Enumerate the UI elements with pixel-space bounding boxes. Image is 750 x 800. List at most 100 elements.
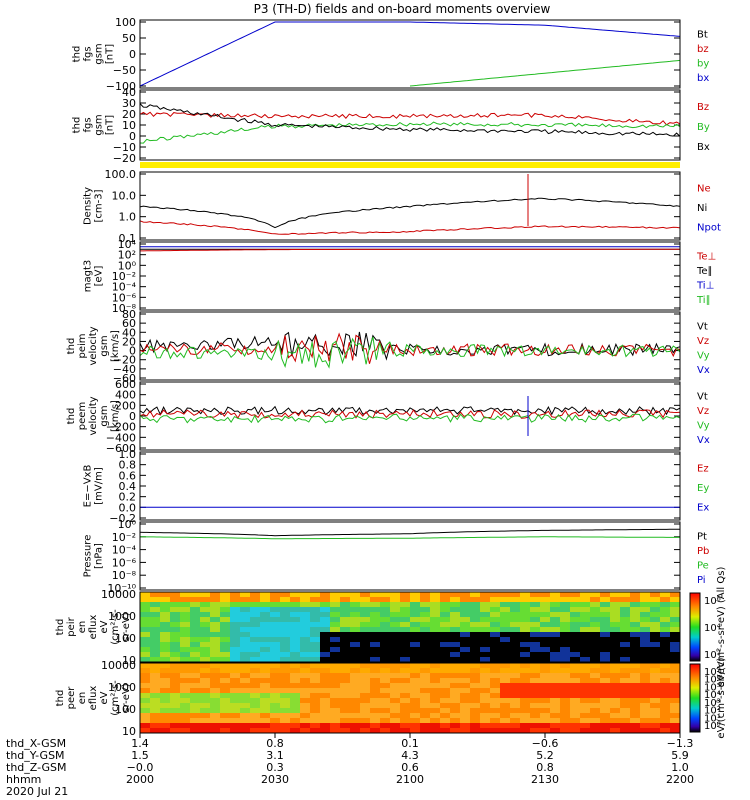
spectrogram-cell xyxy=(330,728,341,733)
spectrogram-cell xyxy=(240,728,251,733)
spectrogram-cell xyxy=(180,602,191,608)
spectrogram-cell xyxy=(340,703,351,709)
spectrogram-cell xyxy=(630,723,641,729)
spectrogram-cell xyxy=(540,592,551,598)
spectrogram-cell xyxy=(240,632,251,638)
spectrogram-cell xyxy=(620,642,631,648)
spectrogram-cell xyxy=(510,713,521,719)
spectrogram-cell xyxy=(310,657,321,662)
spectrogram-cell xyxy=(350,723,361,729)
spectrogram-cell xyxy=(390,703,401,709)
spectrogram-cell xyxy=(240,688,251,694)
spectrogram-cell xyxy=(530,713,541,719)
spectrogram-cell xyxy=(370,627,381,633)
spectrogram-cell xyxy=(210,592,221,598)
spectrogram-cell xyxy=(230,713,241,719)
spectrogram-cell xyxy=(660,607,671,613)
spectrogram-cell xyxy=(630,668,641,674)
spectrogram-cell xyxy=(380,668,391,674)
spectrogram-cell xyxy=(450,642,461,648)
spectrogram-cell xyxy=(620,657,631,662)
spectrogram-cell xyxy=(250,592,261,598)
spectrogram-cell xyxy=(230,632,241,638)
spectrogram-cell xyxy=(520,693,531,699)
spectrogram-cell xyxy=(280,627,291,633)
spectrogram-cell xyxy=(440,683,451,689)
spectrogram-cell xyxy=(230,652,241,658)
spectrogram-cell xyxy=(540,617,551,623)
spectrogram-cell xyxy=(240,663,251,669)
spectrogram-cell xyxy=(240,668,251,674)
spectrogram-cell xyxy=(410,617,421,623)
spectrogram-cell xyxy=(500,718,511,724)
spectrogram-cell xyxy=(590,632,601,638)
spectrogram-cell xyxy=(220,642,231,648)
spectrogram-cell xyxy=(340,602,351,608)
spectrogram-cell xyxy=(440,678,451,684)
spectrogram-cell xyxy=(540,627,551,633)
spectrogram-cell xyxy=(240,693,251,699)
spectrogram-cell xyxy=(180,617,191,623)
spectrogram-cell xyxy=(190,698,201,704)
spectrogram-cell xyxy=(490,713,501,719)
ylabel-line: [eV] xyxy=(94,266,105,287)
spectrogram-cell xyxy=(270,678,281,684)
spectrogram-cell xyxy=(350,612,361,618)
spectrogram-cell xyxy=(460,683,471,689)
spectrogram-cell xyxy=(540,652,551,658)
spectrogram-cell xyxy=(430,597,441,603)
colorbar xyxy=(689,663,701,733)
spectrogram-cell xyxy=(140,602,151,608)
series-line xyxy=(139,336,681,369)
spectrogram-cell xyxy=(350,637,361,643)
spectrogram-cell xyxy=(330,698,341,704)
spectrogram-cell xyxy=(430,657,441,662)
spectrogram-cell xyxy=(570,647,581,653)
spectrogram-cell xyxy=(450,678,461,684)
spectrogram-cell xyxy=(350,698,361,704)
spectrogram-cell xyxy=(650,678,661,684)
spectrogram-cell xyxy=(620,728,631,733)
spectrogram-cell xyxy=(310,728,321,733)
spectrogram-cell xyxy=(500,622,511,628)
spectrogram-cell xyxy=(200,673,211,679)
spectrogram-cell xyxy=(190,678,201,684)
spectrogram-cell xyxy=(510,673,521,679)
ytick-label: −40 xyxy=(113,363,136,376)
spectrogram-cell xyxy=(520,632,531,638)
spectrogram-cell xyxy=(490,637,501,643)
spectrogram-cell xyxy=(360,607,371,613)
spectrogram-cell xyxy=(340,683,351,689)
spectrogram-cell xyxy=(460,678,471,684)
spectrogram-cell xyxy=(280,703,291,709)
spectrogram-cell xyxy=(600,693,611,699)
spectrogram-cell xyxy=(160,592,171,598)
spectrogram-cell xyxy=(260,673,271,679)
spectrogram-cell xyxy=(240,597,251,603)
spectrogram-cell xyxy=(270,708,281,714)
spectrogram-cell xyxy=(490,698,501,704)
spectrogram-cell xyxy=(370,652,381,658)
spectrogram-cell xyxy=(290,592,301,598)
spectrogram-cell xyxy=(360,647,371,653)
ylabel-line: sr-eV) xyxy=(121,612,132,641)
spectrogram-cell xyxy=(350,663,361,669)
spectrogram-cell xyxy=(180,728,191,733)
ytick-label: 10⁻⁶ xyxy=(112,556,137,569)
spectrogram-cell xyxy=(570,673,581,679)
spectrogram-cell xyxy=(580,632,591,638)
spectrogram-cell xyxy=(470,637,481,643)
spectrogram-cell xyxy=(580,663,591,669)
spectrogram-cell xyxy=(310,713,321,719)
spectrogram-cell xyxy=(570,723,581,729)
spectrogram-cell xyxy=(660,683,671,689)
spectrogram-cell xyxy=(600,718,611,724)
ytick-label: 100 xyxy=(115,16,136,29)
spectrogram-cell xyxy=(630,703,641,709)
spectrogram-cell xyxy=(270,602,281,608)
spectrogram-cell xyxy=(480,718,491,724)
ytick-label: 10⁴ xyxy=(118,238,137,251)
spectrogram-cell xyxy=(420,693,431,699)
spectrogram-cell xyxy=(500,708,511,714)
